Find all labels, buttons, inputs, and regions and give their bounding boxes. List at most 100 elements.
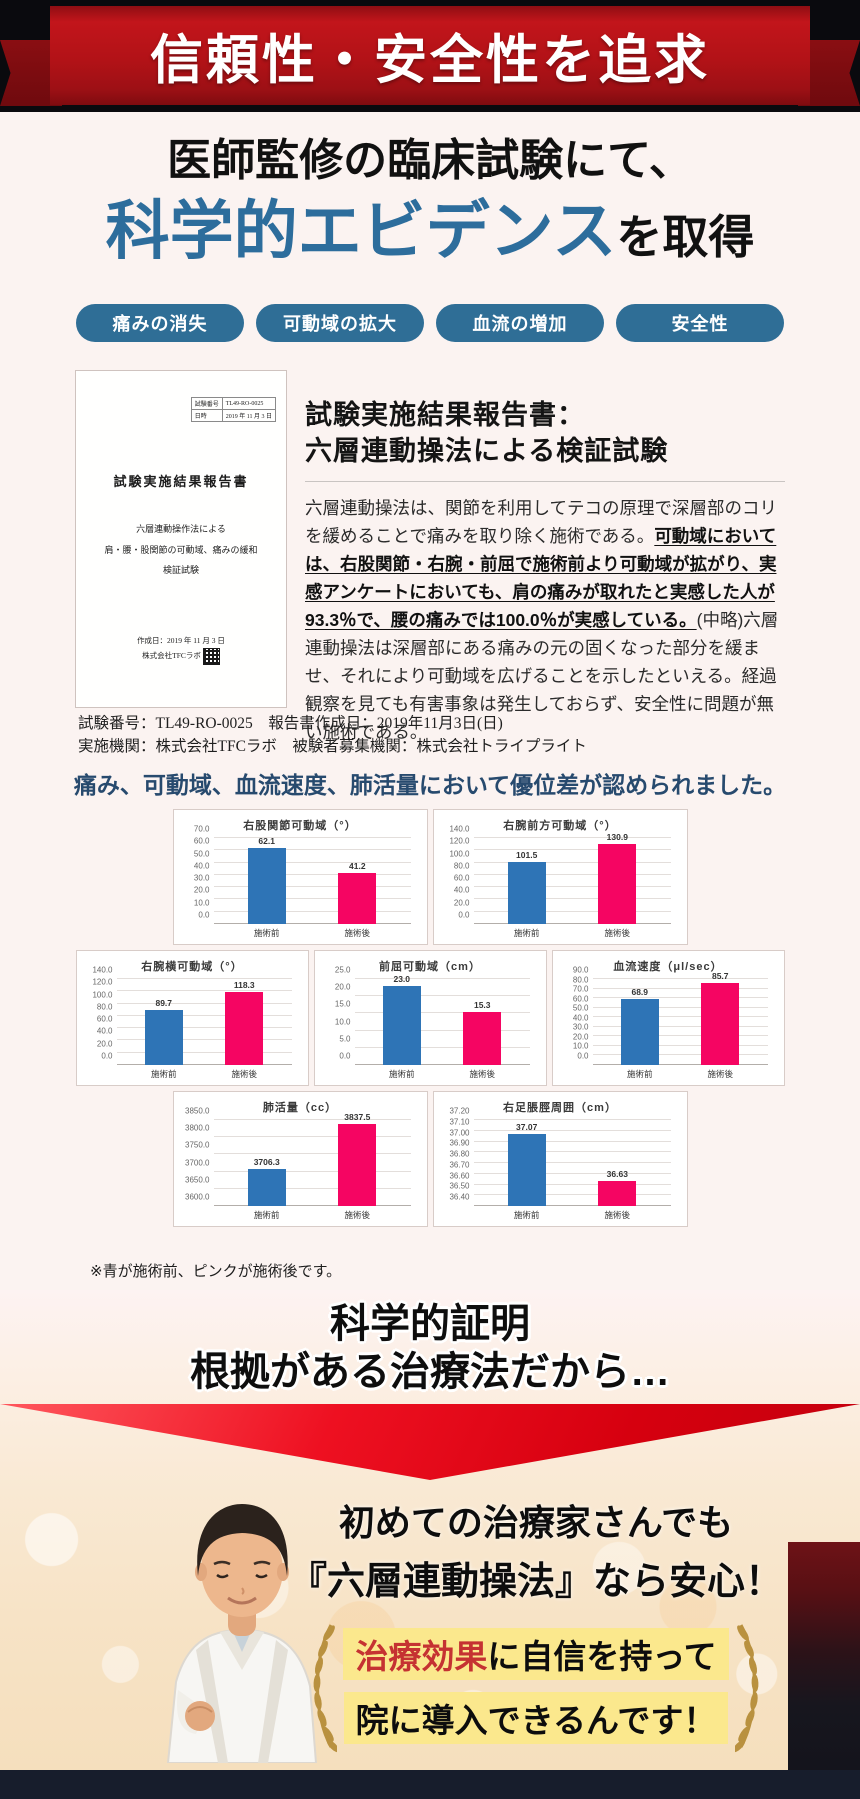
gridline: [473, 1151, 671, 1153]
x-category-label: 施術後: [344, 1210, 371, 1220]
x-category-label: 施術前: [513, 1210, 540, 1220]
chart-title: 肺活量（cc）: [262, 1102, 338, 1114]
chart-title: 右腕横可動域（°）: [141, 961, 243, 973]
gridline: [213, 886, 411, 888]
chart-plot: 3600.0 3650.0 3700.0 3750.0 3800.0 3850.0 3706…: [185, 1107, 411, 1220]
trial-info-line1: 試験番号：TL49-RO-0025 報告書作成日：2019年11月3日(日): [78, 715, 503, 732]
bar-value-label: 41.2: [349, 861, 366, 872]
y-tick-label: 40.0: [572, 1013, 589, 1023]
highlight-lines: 治療効果に自信を持って 院に導入できるんです！: [343, 1628, 729, 1744]
y-tick-label: 36.80: [449, 1149, 470, 1159]
chart-title: 血流速度（μl/sec）: [613, 961, 723, 973]
gridline: [213, 910, 411, 912]
gridline: [213, 898, 411, 900]
bar-chart: 右股関節可動域（°） 0.0 10.0 20.0 30.0 40.0 50.0 60.0 70.…: [172, 809, 428, 945]
proof-line2: 根拠がある治療法だから…: [190, 1350, 670, 1394]
footer-bar: [0, 1770, 860, 1799]
bar-before: [507, 861, 546, 924]
bar-after: [598, 1181, 637, 1206]
y-tick-label: 40.0: [96, 1026, 113, 1036]
y-tick-label: 40.0: [193, 861, 210, 871]
bar-value-label: 23.0: [393, 973, 411, 984]
gridline: [473, 1183, 671, 1185]
y-tick-label: 20.0: [453, 898, 470, 908]
y-tick-label: 40.0: [453, 885, 470, 895]
gridline: [473, 898, 671, 900]
highlight-red-text: 治療効果: [355, 1640, 488, 1676]
y-tick-label: 140.0: [92, 965, 113, 975]
gridline: [354, 1064, 530, 1065]
gridline: [116, 1051, 292, 1053]
gridline: [473, 1194, 671, 1196]
bar-chart: 右足脹脛周囲（cm） 36.40 36.50 36.60 36.70 36.80 36.90…: [432, 1091, 688, 1227]
meta-value: 2019 年 11 月 3 日: [221, 409, 277, 422]
chart-legend-note: ※青が施術前、ピンクが施術後です。: [90, 1263, 342, 1280]
ribbon-band: 信頼性・安全性を追求: [50, 6, 810, 105]
gridline: [354, 978, 530, 979]
y-tick-label: 10.0: [193, 898, 210, 908]
gridline: [116, 978, 292, 979]
highlight-text2: 院に導入できるんです！: [343, 1692, 729, 1744]
gridline: [473, 1140, 671, 1142]
gridline: [592, 1054, 768, 1056]
gridline: [592, 1064, 768, 1065]
bar-value-label: 130.9: [606, 831, 628, 842]
y-tick-label: 36.90: [449, 1138, 470, 1148]
report-body-normal: (中略)六層連動操法は深層部にある痛みの元の固くなった部分を緩ませ、それにより可…: [305, 610, 779, 743]
bar-before: [507, 1133, 546, 1206]
y-tick-label: 70.0: [572, 984, 589, 994]
gridline: [473, 1129, 671, 1131]
bar-before: [247, 847, 286, 924]
gridline: [213, 923, 411, 924]
y-tick-label: 80.0: [453, 861, 470, 871]
y-tick-label: 37.20: [449, 1106, 470, 1116]
bar-before: [382, 985, 421, 1065]
chart-plot: 36.40 36.50 36.60 36.70 36.80 36.90 37.00 37.10…: [449, 1107, 671, 1220]
closing-text: 初めての治療家さんでも 『六層連動操法』なら安心！: [258, 1494, 814, 1753]
bar-after: [338, 1124, 377, 1206]
gridline: [116, 990, 292, 992]
page-headline: 医師監修の臨床試験にて、 科学的エビデンスを取得: [0, 136, 860, 268]
y-tick-label: 70.0: [193, 824, 210, 834]
y-tick-label: 3700.0: [185, 1158, 210, 1168]
meta-label: 試験番号: [190, 397, 223, 410]
report-section: 試験番号 TL49-RO-0025 日時 2019 年 11 月 3 日 試験実…: [75, 370, 785, 746]
gridline: [213, 1170, 411, 1172]
bar-value-label: 37.07: [516, 1121, 538, 1132]
ribbon-banner-section: 信頼性・安全性を追求: [0, 0, 860, 112]
chart-row: 肺活量（cc） 3600.0 3650.0 3700.0 3750.0 3800.0 385…: [0, 1091, 860, 1227]
y-tick-label: 60.0: [453, 873, 470, 883]
gridline: [354, 1012, 530, 1014]
bar-value-label: 68.9: [631, 987, 649, 998]
proof-line1: 科学的証明: [330, 1302, 530, 1346]
qr-code-icon: [202, 648, 220, 665]
gridline: [213, 1187, 411, 1189]
bar-value-label: 85.7: [711, 971, 729, 982]
y-tick-label: 5.0: [339, 1034, 351, 1044]
y-tick-label: 80.0: [572, 975, 589, 985]
y-tick-label: 0.0: [339, 1051, 351, 1061]
gridline: [116, 1027, 292, 1029]
chart-title: 右足脹脛周囲（cm）: [503, 1102, 617, 1114]
y-tick-label: 3650.0: [185, 1175, 210, 1185]
closing-hero: 初めての治療家さんでも 『六層連動操法』なら安心！: [0, 1480, 860, 1763]
headline-line2: 科学的エビデンスを取得: [0, 195, 860, 269]
document-subtitle: 六層連動操作法による 肩・腰・股関節の可動域、痛みの緩和 検証試験: [76, 519, 286, 581]
report-document-thumbnail: 試験番号 TL49-RO-0025 日時 2019 年 11 月 3 日 試験実…: [75, 370, 287, 708]
y-tick-label: 60.0: [193, 836, 210, 846]
y-tick-label: 37.00: [449, 1128, 470, 1137]
y-tick-label: 0.0: [101, 1051, 113, 1061]
y-tick-label: 30.0: [193, 873, 210, 883]
gridline: [473, 1172, 671, 1174]
x-category-label: 施術後: [604, 928, 631, 938]
benefit-pills: 痛みの消失 可動域の拡大 血流の増加 安全性: [0, 304, 860, 342]
bar-value-label: 118.3: [233, 980, 255, 991]
gridline: [473, 910, 671, 912]
closing-line2: 『六層連動操法』なら安心！: [288, 1561, 783, 1603]
y-tick-label: 10.0: [334, 1017, 351, 1027]
y-tick-label: 36.70: [449, 1160, 470, 1170]
proof-statement: 科学的証明 根拠がある治療法だから…: [0, 1290, 860, 1396]
report-body-emphasis: 可動域においては、右股関節・右腕・前屈で施術前より可動域が拡がり、実感アンケート…: [305, 526, 777, 631]
gridline: [473, 849, 671, 851]
